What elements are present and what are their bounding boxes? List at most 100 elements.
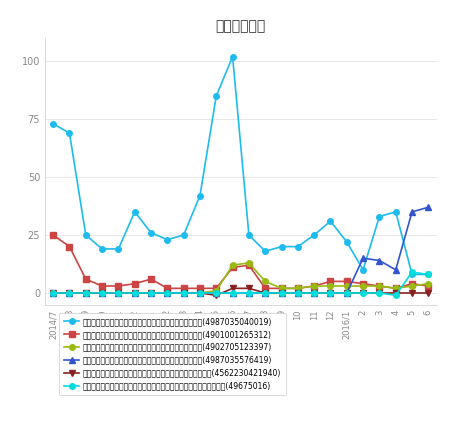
味の素　アクアソリタ　経口補水液　ＰＥＴ　５００ＭＬ(4901001265312) [50, 233, 56, 238]
明治　アクアサポート　経口補水液　ＰＥＴ　５００ＭＬ(4902705123397) [132, 291, 137, 296]
大塚薬　オーエスワン　経口補水液　ＰＥＴ　５００ＭＬ(4987035040019) [197, 193, 202, 198]
味の素　アクアソリタ　経口補水液　ＰＥＴ　５００ＭＬ(4901001265312) [328, 279, 333, 284]
大塚薬　オーエスワン　経口補水液　ＰＥＴ　５００ＭＬ(4987035040019) [328, 219, 333, 224]
味の素　アクアソリタ　経口補水液　ＰＥＴ　５００ＭＬ(4901001265312) [214, 286, 219, 291]
大塚薬　オーエスワン　経口補水液　ＰＥＴ　５００ＭＬ(4987035040019) [246, 233, 252, 238]
大塚薬　オーエスワン　経口補水液　ＰＥＴ　５００ＭＬ(4987035576419) [230, 291, 235, 296]
大塚薬　オーエスワン　経口補水液　ＰＥＴ　５００ＭＬ(4987035040019) [214, 93, 219, 99]
武田　ニューからだ浸透補水液　ＰＥＴ　栄養機能食品　５００ＭＬ(49675016) [165, 291, 170, 296]
味の素　アクアソリタ　経口補水液　ＰＥＴ　５００ＭＬ(4901001265312) [165, 286, 170, 291]
味の素　アクアソリタ　経口補水液　ＰＥＴ　５００ＭＬ(4901001265312) [360, 281, 366, 286]
大塚薬　オーエスワン　経口補水液　ＰＥＴ　５００ＭＬ(4987035576419) [99, 291, 105, 296]
黒部岳状地人養　ファーム　経口補水液　ＰＥＴ　５００ＭＬ(4562230421940) [246, 286, 252, 291]
明治　アクアサポート　経口補水液　ＰＥＴ　５００ＭＬ(4902705123397) [426, 281, 431, 286]
味の素　アクアソリタ　経口補水液　ＰＥＴ　５００ＭＬ(4901001265312) [393, 286, 398, 291]
武田　ニューからだ浸透補水液　ＰＥＴ　栄養機能食品　５００ＭＬ(49675016) [360, 291, 366, 296]
黒部岳状地人養　ファーム　経口補水液　ＰＥＴ　５００ＭＬ(4562230421940) [262, 291, 268, 296]
大塚薬　オーエスワン　経口補水液　ＰＥＴ　５００ＭＬ(4987035576419) [279, 291, 284, 296]
大塚薬　オーエスワン　経口補水液　ＰＥＴ　５００ＭＬ(4987035576419) [148, 291, 154, 296]
武田　ニューからだ浸透補水液　ＰＥＴ　栄養機能食品　５００ＭＬ(49675016) [262, 291, 268, 296]
黒部岳状地人養　ファーム　経口補水液　ＰＥＴ　５００ＭＬ(4562230421940) [279, 291, 284, 296]
大塚薬　オーエスワン　経口補水液　ＰＥＴ　５００ＭＬ(4987035576419) [116, 291, 121, 296]
大塚薬　オーエスワン　経口補水液　ＰＥＴ　５００ＭＬ(4987035040019) [377, 214, 382, 219]
武田　ニューからだ浸透補水液　ＰＥＴ　栄養機能食品　５００ＭＬ(49675016) [426, 272, 431, 277]
明治　アクアサポート　経口補水液　ＰＥＴ　５００ＭＬ(4902705123397) [230, 263, 235, 268]
黒部岳状地人養　ファーム　経口補水液　ＰＥＴ　５００ＭＬ(4562230421940) [410, 291, 415, 296]
大塚薬　オーエスワン　経口補水液　ＰＥＴ　５００ＭＬ(4987035576419) [67, 291, 72, 296]
大塚薬　オーエスワン　経口補水液　ＰＥＴ　５００ＭＬ(4987035040019) [344, 239, 350, 244]
武田　ニューからだ浸透補水液　ＰＥＴ　栄養機能食品　５００ＭＬ(49675016) [279, 291, 284, 296]
味の素　アクアソリタ　経口補水液　ＰＥＴ　５００ＭＬ(4901001265312) [246, 263, 252, 268]
明治　アクアサポート　経口補水液　ＰＥＴ　５００ＭＬ(4902705123397) [410, 283, 415, 288]
明治　アクアサポート　経口補水液　ＰＥＴ　５００ＭＬ(4902705123397) [99, 291, 105, 296]
武田　ニューからだ浸透補水液　ＰＥＴ　栄養機能食品　５００ＭＬ(49675016) [328, 291, 333, 296]
黒部岳状地人養　ファーム　経口補水液　ＰＥＴ　５００ＭＬ(4562230421940) [181, 291, 186, 296]
大塚薬　オーエスワン　経口補水液　ＰＥＴ　５００ＭＬ(4987035040019) [295, 244, 301, 249]
大塚薬　オーエスワン　経口補水液　ＰＥＴ　５００ＭＬ(4987035576419) [181, 291, 186, 296]
Title: 販売動向比較: 販売動向比較 [216, 19, 266, 33]
黒部岳状地人養　ファーム　経口補水液　ＰＥＴ　５００ＭＬ(4562230421940) [116, 291, 121, 296]
黒部岳状地人養　ファーム　経口補水液　ＰＥＴ　５００ＭＬ(4562230421940) [165, 291, 170, 296]
武田　ニューからだ浸透補水液　ＰＥＴ　栄養機能食品　５００ＭＬ(49675016) [344, 291, 350, 296]
大塚薬　オーエスワン　経口補水液　ＰＥＴ　５００ＭＬ(4987035576419) [214, 291, 219, 296]
明治　アクアサポート　経口補水液　ＰＥＴ　５００ＭＬ(4902705123397) [197, 291, 202, 296]
大塚薬　オーエスワン　経口補水液　ＰＥＴ　５００ＭＬ(4987035040019) [165, 237, 170, 242]
大塚薬　オーエスワン　経口補水液　ＰＥＴ　５００ＭＬ(4987035576419) [262, 291, 268, 296]
大塚薬　オーエスワン　経口補水液　ＰＥＴ　５００ＭＬ(4987035040019) [67, 131, 72, 136]
明治　アクアサポート　経口補水液　ＰＥＴ　５００ＭＬ(4902705123397) [344, 283, 350, 288]
Line: 大塚薬　オーエスワン　経口補水液　ＰＥＴ　５００ＭＬ(4987035576419): 大塚薬 オーエスワン 経口補水液 ＰＥＴ ５００ＭＬ(4987035576419… [50, 204, 431, 296]
黒部岳状地人養　ファーム　経口補水液　ＰＥＴ　５００ＭＬ(4562230421940) [148, 291, 154, 296]
黒部岳状地人養　ファーム　経口補水液　ＰＥＴ　５００ＭＬ(4562230421940) [426, 291, 431, 296]
黒部岳状地人養　ファーム　経口補水液　ＰＥＴ　５００ＭＬ(4562230421940) [360, 291, 366, 296]
黒部岳状地人養　ファーム　経口補水液　ＰＥＴ　５００ＭＬ(4562230421940) [132, 291, 137, 296]
味の素　アクアソリタ　経口補水液　ＰＥＴ　５００ＭＬ(4901001265312) [116, 283, 121, 288]
Legend: 大塚薬　オーエスワン　経口補水液　ＰＥＴ　５００ＭＬ(4987035040019), 味の素　アクアソリタ　経口補水液　ＰＥＴ　５００ＭＬ(4901001265: 大塚薬 オーエスワン 経口補水液 ＰＥＴ ５００ＭＬ(4987035040019… [59, 313, 286, 395]
Line: 明治　アクアサポート　経口補水液　ＰＥＴ　５００ＭＬ(4902705123397): 明治 アクアサポート 経口補水液 ＰＥＴ ５００ＭＬ(4902705123397… [50, 260, 431, 296]
武田　ニューからだ浸透補水液　ＰＥＴ　栄養機能食品　５００ＭＬ(49675016) [393, 293, 398, 298]
大塚薬　オーエスワン　経口補水液　ＰＥＴ　５００ＭＬ(4987035040019) [410, 272, 415, 277]
大塚薬　オーエスワン　経口補水液　ＰＥＴ　５００ＭＬ(4987035576419) [410, 209, 415, 214]
Line: 味の素　アクアソリタ　経口補水液　ＰＥＴ　５００ＭＬ(4901001265312): 味の素 アクアソリタ 経口補水液 ＰＥＴ ５００ＭＬ(4901001265312… [50, 232, 431, 291]
大塚薬　オーエスワン　経口補水液　ＰＥＴ　５００ＭＬ(4987035576419) [165, 291, 170, 296]
大塚薬　オーエスワン　経口補水液　ＰＥＴ　５００ＭＬ(4987035576419) [328, 291, 333, 296]
武田　ニューからだ浸透補水液　ＰＥＴ　栄養機能食品　５００ＭＬ(49675016) [67, 291, 72, 296]
武田　ニューからだ浸透補水液　ＰＥＴ　栄養機能食品　５００ＭＬ(49675016) [181, 291, 186, 296]
大塚薬　オーエスワン　経口補水液　ＰＥＴ　５００ＭＬ(4987035576419) [132, 291, 137, 296]
武田　ニューからだ浸透補水液　ＰＥＴ　栄養機能食品　５００ＭＬ(49675016) [50, 291, 56, 296]
武田　ニューからだ浸透補水液　ＰＥＴ　栄養機能食品　５００ＭＬ(49675016) [83, 291, 89, 296]
大塚薬　オーエスワン　経口補水液　ＰＥＴ　５００ＭＬ(4987035576419) [83, 291, 89, 296]
大塚薬　オーエスワン　経口補水液　ＰＥＴ　５００ＭＬ(4987035040019) [99, 247, 105, 252]
味の素　アクアソリタ　経口補水液　ＰＥＴ　５００ＭＬ(4901001265312) [83, 277, 89, 282]
明治　アクアサポート　経口補水液　ＰＥＴ　５００ＭＬ(4902705123397) [50, 291, 56, 296]
明治　アクアサポート　経口補水液　ＰＥＴ　５００ＭＬ(4902705123397) [393, 286, 398, 291]
武田　ニューからだ浸透補水液　ＰＥＴ　栄養機能食品　５００ＭＬ(49675016) [197, 291, 202, 296]
黒部岳状地人養　ファーム　経口補水液　ＰＥＴ　５００ＭＬ(4562230421940) [214, 293, 219, 298]
明治　アクアサポート　経口補水液　ＰＥＴ　５００ＭＬ(4902705123397) [262, 279, 268, 284]
明治　アクアサポート　経口補水液　ＰＥＴ　５００ＭＬ(4902705123397) [246, 260, 252, 265]
大塚薬　オーエスワン　経口補水液　ＰＥＴ　５００ＭＬ(4987035040019) [132, 209, 137, 214]
味の素　アクアソリタ　経口補水液　ＰＥＴ　５００ＭＬ(4901001265312) [132, 281, 137, 286]
明治　アクアサポート　経口補水液　ＰＥＴ　５００ＭＬ(4902705123397) [311, 283, 317, 288]
味の素　アクアソリタ　経口補水液　ＰＥＴ　５００ＭＬ(4901001265312) [181, 286, 186, 291]
明治　アクアサポート　経口補水液　ＰＥＴ　５００ＭＬ(4902705123397) [83, 291, 89, 296]
大塚薬　オーエスワン　経口補水液　ＰＥＴ　５００ＭＬ(4987035040019) [181, 233, 186, 238]
明治　アクアサポート　経口補水液　ＰＥＴ　５００ＭＬ(4902705123397) [116, 291, 121, 296]
黒部岳状地人養　ファーム　経口補水液　ＰＥＴ　５００ＭＬ(4562230421940) [344, 291, 350, 296]
明治　アクアサポート　経口補水液　ＰＥＴ　５００ＭＬ(4902705123397) [214, 288, 219, 293]
大塚薬　オーエスワン　経口補水液　ＰＥＴ　５００ＭＬ(4987035576419) [50, 291, 56, 296]
大塚薬　オーエスワン　経口補水液　ＰＥＴ　５００ＭＬ(4987035576419) [197, 291, 202, 296]
黒部岳状地人養　ファーム　経口補水液　ＰＥＴ　５００ＭＬ(4562230421940) [83, 291, 89, 296]
大塚薬　オーエスワン　経口補水液　ＰＥＴ　５００ＭＬ(4987035576419) [393, 267, 398, 272]
武田　ニューからだ浸透補水液　ＰＥＴ　栄養機能食品　５００ＭＬ(49675016) [214, 291, 219, 296]
武田　ニューからだ浸透補水液　ＰＥＴ　栄養機能食品　５００ＭＬ(49675016) [246, 291, 252, 296]
黒部岳状地人養　ファーム　経口補水液　ＰＥＴ　５００ＭＬ(4562230421940) [50, 291, 56, 296]
武田　ニューからだ浸透補水液　ＰＥＴ　栄養機能食品　５００ＭＬ(49675016) [377, 291, 382, 296]
大塚薬　オーエスワン　経口補水液　ＰＥＴ　５００ＭＬ(4987035576419) [377, 258, 382, 263]
味の素　アクアソリタ　経口補水液　ＰＥＴ　５００ＭＬ(4901001265312) [197, 286, 202, 291]
黒部岳状地人養　ファーム　経口補水液　ＰＥＴ　５００ＭＬ(4562230421940) [99, 291, 105, 296]
大塚薬　オーエスワン　経口補水液　ＰＥＴ　５００ＭＬ(4987035040019) [262, 249, 268, 254]
味の素　アクアソリタ　経口補水液　ＰＥＴ　５００ＭＬ(4901001265312) [377, 283, 382, 288]
黒部岳状地人養　ファーム　経口補水液　ＰＥＴ　５００ＭＬ(4562230421940) [197, 291, 202, 296]
味の素　アクアソリタ　経口補水液　ＰＥＴ　５００ＭＬ(4901001265312) [148, 277, 154, 282]
大塚薬　オーエスワン　経口補水液　ＰＥＴ　５００ＭＬ(4987035040019) [393, 209, 398, 214]
